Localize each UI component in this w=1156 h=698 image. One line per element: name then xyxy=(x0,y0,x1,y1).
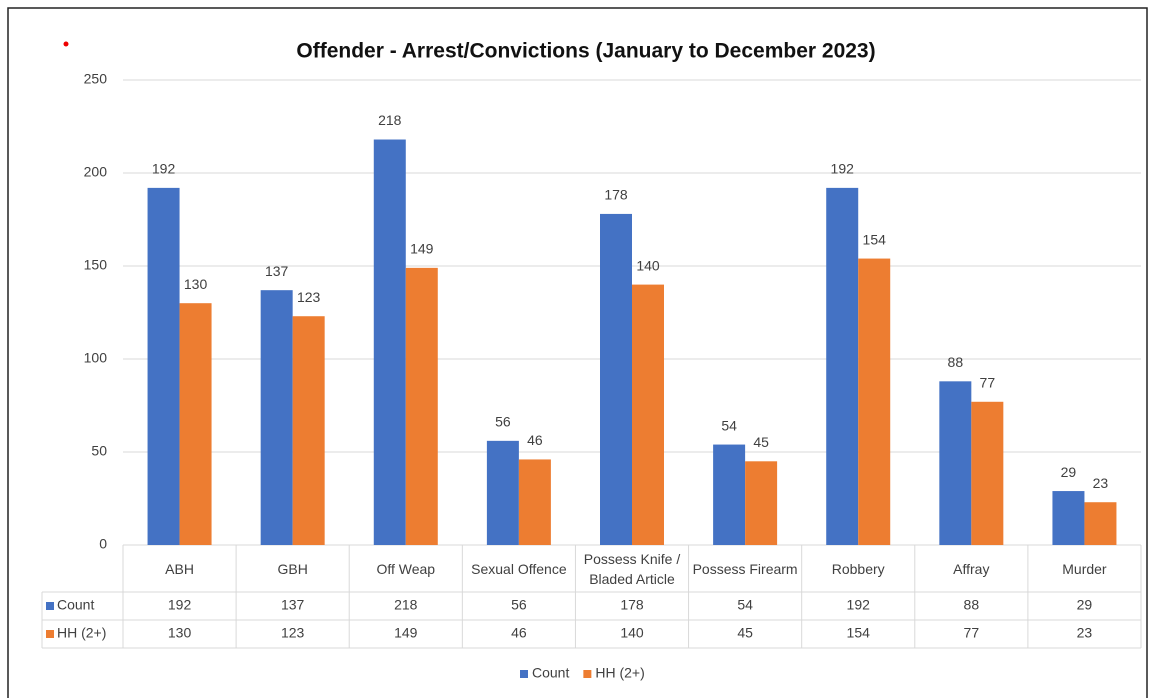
table-value: 137 xyxy=(281,597,305,613)
data-label: 123 xyxy=(297,289,321,305)
table-legend-key xyxy=(46,602,54,610)
table-value: 149 xyxy=(394,625,418,641)
bar xyxy=(600,213,632,546)
table-value: 192 xyxy=(847,597,871,613)
legend-key xyxy=(583,670,592,678)
table-value: 46 xyxy=(511,625,527,641)
table-value: 29 xyxy=(1077,597,1093,613)
bar xyxy=(971,401,1004,545)
table-value: 45 xyxy=(737,625,753,641)
data-label: 178 xyxy=(604,187,628,203)
data-label: 192 xyxy=(152,161,176,177)
data-label: 56 xyxy=(495,414,511,430)
bar xyxy=(373,139,406,545)
x-tick-label: Murder xyxy=(1062,560,1107,577)
bar xyxy=(147,187,180,545)
x-tick-label: Affray xyxy=(953,560,990,577)
bar xyxy=(179,303,212,545)
y-tick-label: 250 xyxy=(84,71,108,87)
table-value: 88 xyxy=(964,597,980,613)
bar xyxy=(632,284,664,545)
table-value: 23 xyxy=(1077,625,1093,641)
bar xyxy=(858,258,891,545)
x-tick-label: Possess Knife / Bladed Article xyxy=(583,550,681,587)
data-label: 45 xyxy=(753,434,769,450)
x-tick-label: GBH xyxy=(277,560,308,577)
data-label: 192 xyxy=(831,161,855,177)
x-tick-label: Robbery xyxy=(831,560,885,577)
legend-label: Count xyxy=(532,665,569,681)
data-label: 218 xyxy=(378,112,402,128)
x-tick-label: Sexual Offence xyxy=(471,560,567,577)
table-value: 77 xyxy=(964,625,980,641)
table-value: 218 xyxy=(394,597,418,613)
data-label: 88 xyxy=(948,354,964,370)
bar xyxy=(826,187,859,545)
bar xyxy=(1084,502,1117,545)
table-value: 192 xyxy=(168,597,192,613)
data-label: 29 xyxy=(1061,464,1077,480)
x-tick-label: Possess Firearm xyxy=(692,560,798,577)
bar xyxy=(745,461,778,545)
table-legend-key xyxy=(46,630,54,638)
bar xyxy=(1052,491,1085,545)
x-tick-label: Off Weap xyxy=(376,560,436,577)
bar xyxy=(405,267,438,545)
table-value: 54 xyxy=(737,597,753,613)
data-label: 154 xyxy=(863,231,887,247)
bar xyxy=(713,444,746,545)
table-value: 123 xyxy=(281,625,305,641)
bar xyxy=(292,316,325,545)
data-label: 23 xyxy=(1093,475,1109,491)
table-value: 140 xyxy=(620,625,644,641)
data-label: 140 xyxy=(636,257,660,273)
table-series-name: Count xyxy=(57,597,94,613)
bar xyxy=(260,290,293,545)
x-tick-label: ABH xyxy=(165,560,194,577)
legend-label: HH (2+) xyxy=(595,665,644,681)
y-tick-label: 50 xyxy=(91,443,107,459)
data-label: 149 xyxy=(410,241,434,257)
bar xyxy=(939,381,972,545)
data-label: 77 xyxy=(980,374,996,390)
table-value: 154 xyxy=(847,625,871,641)
y-tick-label: 0 xyxy=(99,536,107,552)
legend-key xyxy=(520,670,528,678)
data-label: 54 xyxy=(721,417,737,433)
data-label: 130 xyxy=(184,276,208,292)
bar xyxy=(518,459,551,545)
bar xyxy=(486,440,519,545)
table-value: 56 xyxy=(511,597,527,613)
chart-frame xyxy=(7,7,1148,698)
table-value: 178 xyxy=(620,597,644,613)
red-dot xyxy=(63,41,69,47)
y-tick-label: 100 xyxy=(84,350,108,366)
chart-title: Offender - Arrest/Convictions (January t… xyxy=(296,40,875,63)
data-label: 46 xyxy=(527,432,543,448)
table-series-name: HH (2+) xyxy=(57,625,106,641)
data-label: 137 xyxy=(265,263,289,279)
y-tick-label: 200 xyxy=(84,164,108,180)
y-tick-label: 150 xyxy=(84,257,108,273)
table-value: 130 xyxy=(168,625,192,641)
